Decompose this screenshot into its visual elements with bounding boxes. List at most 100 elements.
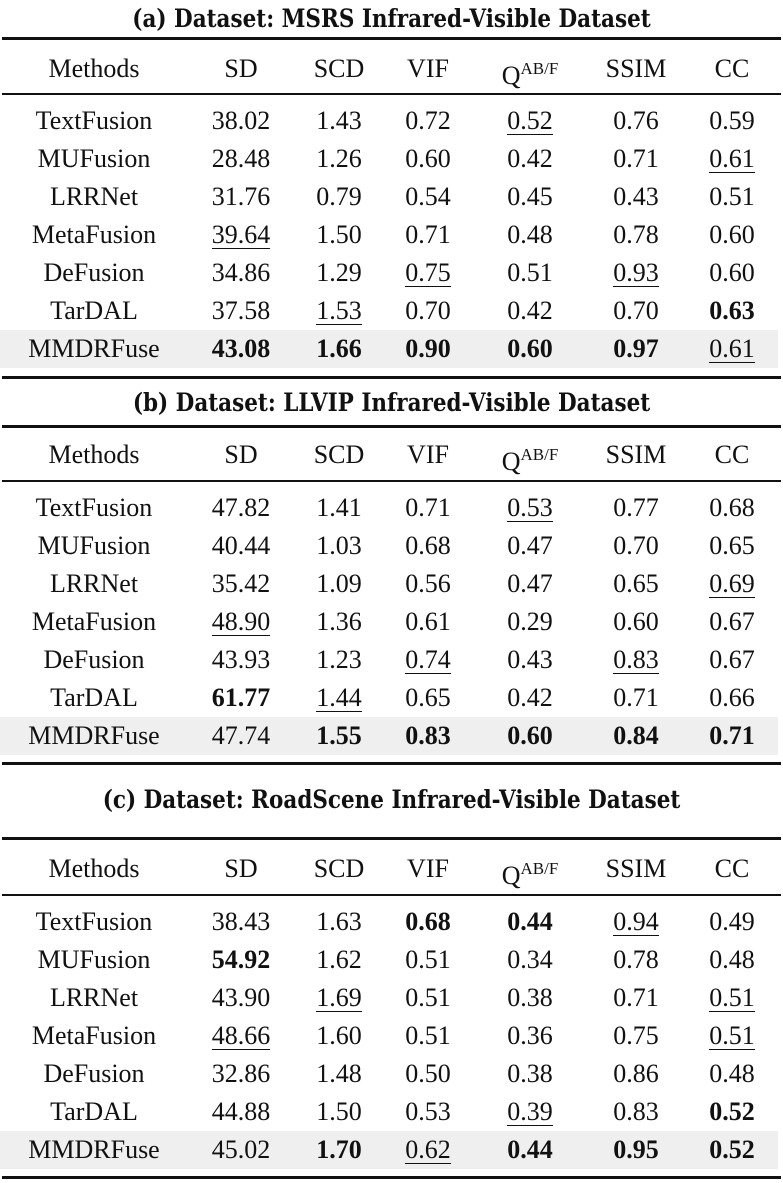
value-text: 43.93 [211, 645, 271, 674]
value-qabf: 0.42 [480, 679, 580, 717]
value-text: 1.70 [316, 1135, 362, 1164]
method-name: TarDAL [14, 679, 174, 717]
table-row: MUFusion 54.92 1.62 0.51 0.34 0.78 0.48 [0, 941, 783, 979]
value-cc: 0.52 [692, 1131, 772, 1169]
value-vif: 0.68 [388, 903, 468, 941]
value-text: 0.52 [709, 1097, 755, 1126]
value-text: 0.52 [709, 1135, 755, 1164]
table-caption: (b) Dataset: LLVIP Infrared-Visible Data… [132, 388, 651, 417]
value-qabf: 0.39 [480, 1093, 580, 1131]
mid-rule [2, 894, 781, 896]
value-text: 0.95 [613, 1135, 659, 1164]
value-qabf: 0.38 [480, 979, 580, 1017]
value-sd: 48.90 [196, 603, 286, 641]
value-cc: 0.65 [692, 527, 772, 565]
value-vif: 0.61 [388, 603, 468, 641]
method-label: MetaFusion [31, 1021, 157, 1050]
value-vif: 0.71 [388, 216, 468, 254]
value-ssim: 0.84 [590, 717, 682, 755]
value-scd: 1.44 [298, 679, 380, 717]
value-sd: 28.48 [196, 140, 286, 178]
top-rule [2, 425, 781, 428]
value-text: 0.70 [405, 296, 451, 325]
value-text: 0.60 [405, 144, 451, 173]
value-text: 1.48 [316, 1059, 362, 1088]
value-text: 0.70 [613, 296, 659, 325]
value-ssim: 0.97 [590, 330, 682, 368]
value-text: 1.66 [316, 334, 362, 363]
value-cc: 0.69 [692, 565, 772, 603]
value-qabf: 0.48 [480, 216, 580, 254]
value-sd: 61.77 [196, 679, 286, 717]
value-text: 39.64 [211, 220, 271, 249]
value-text: 43.08 [211, 334, 271, 363]
value-text: 0.48 [709, 1059, 755, 1088]
value-scd: 1.03 [298, 527, 380, 565]
value-scd: 1.55 [298, 717, 380, 755]
value-text: 54.92 [211, 945, 271, 974]
column-header-sd: SD [224, 54, 258, 83]
value-sd: 44.88 [196, 1093, 286, 1131]
value-text: 32.86 [211, 1059, 271, 1088]
column-header-vif: VIF [407, 854, 449, 883]
value-text: 1.26 [316, 144, 362, 173]
value-scd: 1.48 [298, 1055, 380, 1093]
value-text: 48.66 [211, 1021, 271, 1050]
value-text: 1.63 [316, 907, 362, 936]
value-text: 0.60 [709, 220, 755, 249]
value-text: 1.53 [316, 296, 362, 325]
top-rule [2, 837, 781, 840]
value-text: 1.36 [316, 607, 362, 636]
value-text: 0.75 [405, 258, 451, 287]
value-text: 0.61 [709, 144, 755, 173]
column-header-qabf-base: Q [501, 861, 521, 890]
value-cc: 0.67 [692, 641, 772, 679]
column-header-vif: VIF [407, 440, 449, 469]
value-text: 0.68 [405, 531, 451, 560]
value-text: 0.67 [709, 645, 755, 674]
method-name: LRRNet [14, 565, 174, 603]
column-header-cc: CC [714, 54, 750, 83]
value-qabf: 0.42 [480, 140, 580, 178]
method-name: MetaFusion [14, 603, 174, 641]
method-label: TextFusion [35, 907, 153, 936]
value-text: 0.93 [613, 258, 659, 287]
table-caption: (a) Dataset: MSRS Infrared-Visible Datas… [132, 4, 651, 33]
value-ssim: 0.83 [590, 641, 682, 679]
value-qabf: 0.47 [480, 527, 580, 565]
value-qabf: 0.43 [480, 641, 580, 679]
value-text: 45.02 [211, 1135, 271, 1164]
value-cc: 0.48 [692, 941, 772, 979]
value-text: 0.71 [613, 983, 659, 1012]
table-header-row: Methods SD SCD VIF QAB/F SSIM CC [0, 850, 783, 890]
value-text: 0.68 [405, 907, 451, 936]
value-text: 0.53 [405, 1097, 451, 1126]
value-vif: 0.65 [388, 679, 468, 717]
value-scd: 1.23 [298, 641, 380, 679]
table-row: TarDAL 61.77 1.44 0.65 0.42 0.71 0.66 [0, 679, 783, 717]
value-text: 1.09 [316, 569, 362, 598]
value-text: 1.29 [316, 258, 362, 287]
value-qabf: 0.34 [480, 941, 580, 979]
method-name: TextFusion [14, 903, 174, 941]
value-text: 0.66 [709, 683, 755, 712]
value-vif: 0.74 [388, 641, 468, 679]
value-cc: 0.51 [692, 1017, 772, 1055]
value-qabf: 0.29 [480, 603, 580, 641]
value-qabf: 0.47 [480, 565, 580, 603]
value-text: 37.58 [211, 296, 271, 325]
method-name: MetaFusion [14, 1017, 174, 1055]
value-scd: 1.70 [298, 1131, 380, 1169]
column-header-sd: SD [224, 440, 258, 469]
column-header-qabf: QAB/F [480, 850, 580, 890]
value-text: 47.74 [211, 721, 271, 750]
value-sd: 45.02 [196, 1131, 286, 1169]
table-row: TextFusion 47.82 1.41 0.71 0.53 0.77 0.68 [0, 489, 783, 527]
column-header-methods: Methods [48, 54, 140, 83]
value-scd: 1.50 [298, 1093, 380, 1131]
method-name: TextFusion [14, 102, 174, 140]
top-rule [2, 37, 781, 40]
value-ssim: 0.70 [590, 527, 682, 565]
table-row: DeFusion 32.86 1.48 0.50 0.38 0.86 0.48 [0, 1055, 783, 1093]
table-row: LRRNet 43.90 1.69 0.51 0.38 0.71 0.51 [0, 979, 783, 1017]
